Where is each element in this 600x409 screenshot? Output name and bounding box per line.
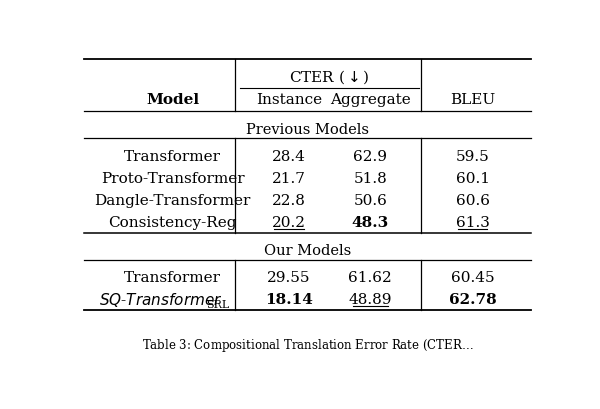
Text: 48.89: 48.89 xyxy=(349,292,392,306)
Text: 60.1: 60.1 xyxy=(455,171,490,185)
Text: 61.62: 61.62 xyxy=(349,270,392,284)
Text: Table 3: Compositional Translation Error Rate (CTER$\ldots$: Table 3: Compositional Translation Error… xyxy=(142,337,473,354)
Text: 50.6: 50.6 xyxy=(353,193,387,207)
Text: 60.6: 60.6 xyxy=(455,193,490,207)
Text: Aggregate: Aggregate xyxy=(330,92,410,106)
Text: 18.14: 18.14 xyxy=(265,292,313,306)
Text: 22.8: 22.8 xyxy=(272,193,306,207)
Text: Our Models: Our Models xyxy=(264,244,351,258)
Text: Instance: Instance xyxy=(256,92,322,106)
Text: Previous Models: Previous Models xyxy=(246,122,369,136)
Text: 62.9: 62.9 xyxy=(353,149,387,163)
Text: BLEU: BLEU xyxy=(450,92,495,106)
Text: Consistency-Reg: Consistency-Reg xyxy=(109,215,237,229)
Text: 60.45: 60.45 xyxy=(451,270,494,284)
Text: CTER ($\downarrow$): CTER ($\downarrow$) xyxy=(289,69,370,86)
Text: 59.5: 59.5 xyxy=(456,149,490,163)
Text: 28.4: 28.4 xyxy=(272,149,306,163)
Text: Dangle-Transformer: Dangle-Transformer xyxy=(94,193,251,207)
Text: 48.3: 48.3 xyxy=(352,215,389,229)
Text: Transformer: Transformer xyxy=(124,270,221,284)
Text: Proto-Transformer: Proto-Transformer xyxy=(101,171,244,185)
Text: 21.7: 21.7 xyxy=(272,171,306,185)
Text: 62.78: 62.78 xyxy=(449,292,496,306)
Text: Model: Model xyxy=(146,92,199,106)
Text: 51.8: 51.8 xyxy=(353,171,387,185)
Text: Transformer: Transformer xyxy=(124,149,221,163)
Text: 61.3: 61.3 xyxy=(455,215,490,229)
Text: 29.55: 29.55 xyxy=(267,270,311,284)
Text: SRL: SRL xyxy=(206,299,230,309)
Text: $\mathit{SQ}$-$\mathit{Transformer}$: $\mathit{SQ}$-$\mathit{Transformer}$ xyxy=(99,290,223,308)
Text: 20.2: 20.2 xyxy=(272,215,306,229)
